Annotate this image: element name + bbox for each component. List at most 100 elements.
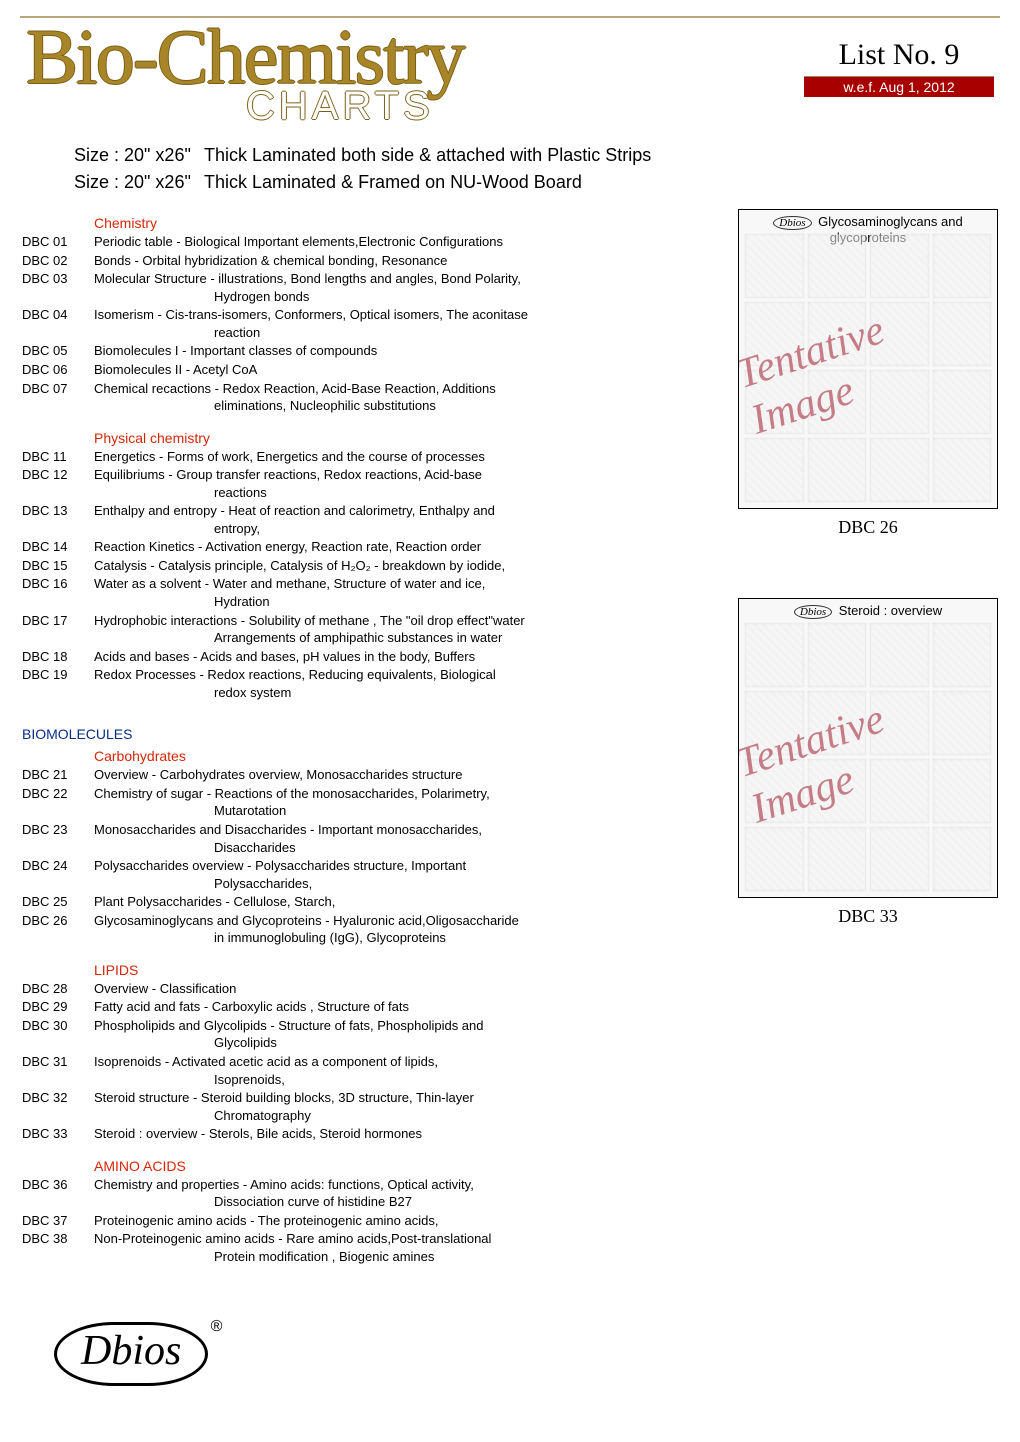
catalog-item: DBC 21Overview - Carbohydrates overview,…	[22, 766, 724, 784]
catalog-item: DBC 25Plant Polysaccharides - Cellulose,…	[22, 893, 724, 911]
catalog-item: DBC 16Water as a solvent - Water and met…	[22, 575, 724, 610]
list-box: List No. 9 w.e.f. Aug 1, 2012	[804, 38, 994, 97]
item-desc: Proteinogenic amino acids - The proteino…	[94, 1212, 724, 1230]
catalog-item: DBC 24Polysaccharides overview - Polysac…	[22, 857, 724, 892]
item-desc: Overview - Carbohydrates overview, Monos…	[94, 766, 724, 784]
item-desc: Molecular Structure - illustrations, Bon…	[94, 270, 724, 305]
sample-body	[739, 210, 997, 508]
item-desc: Redox Processes - Redox reactions, Reduc…	[94, 666, 724, 701]
item-desc-cont: in immunoglobuling (IgG), Glycoproteins	[94, 929, 724, 947]
item-desc-cont: Glycolipids	[94, 1034, 724, 1052]
list-number: List No. 9	[804, 38, 994, 77]
item-code: DBC 38	[22, 1230, 94, 1248]
item-desc-cont: entropy,	[94, 520, 724, 538]
item-desc: Reaction Kinetics - Activation energy, R…	[94, 538, 724, 556]
item-code: DBC 24	[22, 857, 94, 875]
catalog-item: DBC 38Non-Proteinogenic amino acids - Ra…	[22, 1230, 724, 1265]
section-heading-minor: AMINO ACIDS	[94, 1158, 724, 1174]
item-code: DBC 33	[22, 1125, 94, 1143]
item-desc: Bonds - Orbital hybridization & chemical…	[94, 252, 724, 270]
item-code: DBC 05	[22, 342, 94, 360]
section-heading-minor: Physical chemistry	[94, 430, 724, 446]
catalog-item: DBC 06Biomolecules II - Acetyl CoA	[22, 361, 724, 379]
logo-block: Dbios ®	[0, 1294, 1020, 1386]
item-desc: Steroid : overview - Sterols, Bile acids…	[94, 1125, 724, 1143]
catalog-item: DBC 04Isomerism - Cis-trans-isomers, Con…	[22, 306, 724, 341]
item-desc: Polysaccharides overview - Polysaccharid…	[94, 857, 724, 892]
item-code: DBC 21	[22, 766, 94, 784]
catalog-item: DBC 17Hydrophobic interactions - Solubil…	[22, 612, 724, 647]
sample-cell	[933, 691, 992, 755]
item-desc: Energetics - Forms of work, Energetics a…	[94, 448, 724, 466]
item-desc: Biomolecules I - Important classes of co…	[94, 342, 724, 360]
item-desc: Isomerism - Cis-trans-isomers, Conformer…	[94, 306, 724, 341]
header: Bio-Chemistry CHARTS List No. 9 w.e.f. A…	[0, 18, 1020, 129]
registered-icon: ®	[211, 1318, 223, 1336]
item-desc: Acids and bases - Acids and bases, pH va…	[94, 648, 724, 666]
catalog-item: DBC 15Catalysis - Catalysis principle, C…	[22, 557, 724, 575]
item-desc: Chemistry and properties - Amino acids: …	[94, 1176, 724, 1211]
sample-cell	[933, 302, 992, 366]
size-row: Size : 20" x26"Thick Laminated both side…	[74, 145, 1020, 166]
item-code: DBC 29	[22, 998, 94, 1016]
logo-text: Dbios	[81, 1328, 181, 1374]
item-code: DBC 28	[22, 980, 94, 998]
item-code: DBC 03	[22, 270, 94, 288]
catalog-item: DBC 26Glycosaminoglycans and Glycoprotei…	[22, 912, 724, 947]
item-desc: Phospholipids and Glycolipids - Structur…	[94, 1017, 724, 1052]
sample-cell	[870, 302, 929, 366]
item-desc-cont: Chromatography	[94, 1107, 724, 1125]
item-desc: Periodic table - Biological Important el…	[94, 233, 724, 251]
item-code: DBC 06	[22, 361, 94, 379]
catalog-item: DBC 32Steroid structure - Steroid buildi…	[22, 1089, 724, 1124]
sample-cell	[745, 623, 804, 687]
sample-cell	[808, 827, 867, 891]
sample-cell	[808, 691, 867, 755]
sample-thumbnail: Dbios Steroid : overviewTentative Image	[738, 598, 998, 898]
catalog-item: DBC 22Chemistry of sugar - Reactions of …	[22, 785, 724, 820]
sample-wrap: Dbios Glycosaminoglycans and glycoprotei…	[738, 209, 998, 538]
sample-caption: DBC 26	[738, 517, 998, 538]
item-desc-cont: eliminations, Nucleophilic substitutions	[94, 397, 724, 415]
item-desc: Enthalpy and entropy - Heat of reaction …	[94, 502, 724, 537]
title-main: Bio-Chemistry	[26, 22, 464, 92]
item-code: DBC 17	[22, 612, 94, 630]
section-heading-major: BIOMOLECULES	[22, 726, 724, 742]
catalog-item: DBC 02Bonds - Orbital hybridization & ch…	[22, 252, 724, 270]
catalog-item: DBC 18Acids and bases - Acids and bases,…	[22, 648, 724, 666]
size-spec: Thick Laminated & Framed on NU-Wood Boar…	[204, 172, 582, 192]
sample-cell	[870, 234, 929, 298]
item-code: DBC 37	[22, 1212, 94, 1230]
item-desc-cont: Polysaccharides,	[94, 875, 724, 893]
sample-cell	[870, 691, 929, 755]
item-desc: Monosaccharides and Disaccharides - Impo…	[94, 821, 724, 856]
logo-ellipse: Dbios	[54, 1322, 208, 1386]
sample-cell	[933, 438, 992, 502]
item-code: DBC 19	[22, 666, 94, 684]
sample-cell	[808, 234, 867, 298]
item-code: DBC 14	[22, 538, 94, 556]
catalog-item: DBC 14Reaction Kinetics - Activation ene…	[22, 538, 724, 556]
item-desc: Chemical recactions - Redox Reaction, Ac…	[94, 380, 724, 415]
sample-body	[739, 599, 997, 897]
item-desc: Glycosaminoglycans and Glycoproteins - H…	[94, 912, 724, 947]
item-code: DBC 15	[22, 557, 94, 575]
sample-cell	[745, 759, 804, 823]
sample-caption: DBC 33	[738, 906, 998, 927]
title-block: Bio-Chemistry CHARTS	[26, 22, 464, 129]
catalog-item: DBC 29Fatty acid and fats - Carboxylic a…	[22, 998, 724, 1016]
catalog-item: DBC 13Enthalpy and entropy - Heat of rea…	[22, 502, 724, 537]
size-spec: Thick Laminated both side & attached wit…	[204, 145, 651, 165]
sample-cell	[870, 370, 929, 434]
catalog-item: DBC 03Molecular Structure - illustration…	[22, 270, 724, 305]
sample-cell	[933, 370, 992, 434]
item-code: DBC 30	[22, 1017, 94, 1035]
item-desc-cont: reactions	[94, 484, 724, 502]
item-code: DBC 26	[22, 912, 94, 930]
item-desc: Non-Proteinogenic amino acids - Rare ami…	[94, 1230, 724, 1265]
item-desc: Equilibriums - Group transfer reactions,…	[94, 466, 724, 501]
catalog-list: ChemistryDBC 01Periodic table - Biologic…	[22, 209, 724, 1274]
catalog-item: DBC 01Periodic table - Biological Import…	[22, 233, 724, 251]
item-desc-cont: Mutarotation	[94, 802, 724, 820]
item-code: DBC 18	[22, 648, 94, 666]
